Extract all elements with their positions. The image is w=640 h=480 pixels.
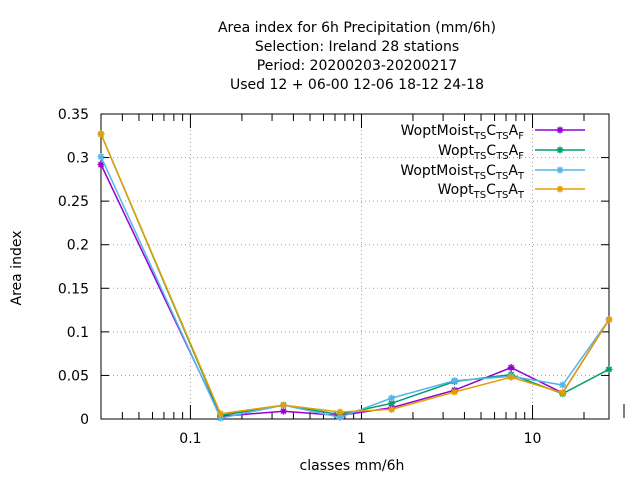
y-tick-label: 0.25 xyxy=(58,194,89,210)
data-point xyxy=(388,405,396,413)
legend: WoptMoistTSCTSAFWoptTSCTSAFWoptMoistTSCT… xyxy=(400,123,585,201)
data-point xyxy=(97,161,105,169)
series-2 xyxy=(97,130,613,420)
x-tick-label: 1 xyxy=(357,431,366,447)
y-tick-label: 0.15 xyxy=(58,281,89,297)
legend-entry: WoptMoistTSCTSAF xyxy=(401,123,585,142)
legend-marker xyxy=(556,185,564,193)
data-point xyxy=(605,316,613,324)
x-axis-label: classes mm/6h xyxy=(300,458,405,474)
title-line-3: Period: 20200203-20200217 xyxy=(257,58,457,74)
data-point xyxy=(451,388,459,396)
series-3 xyxy=(97,153,613,422)
legend-marker xyxy=(556,146,564,154)
x-tick-label: 0.1 xyxy=(179,431,201,447)
data-point xyxy=(559,389,567,397)
y-tick-label: 0.05 xyxy=(58,368,89,384)
y-tick-label: 0.35 xyxy=(58,107,89,123)
legend-label: WoptTSCTSAT xyxy=(438,182,525,201)
data-point xyxy=(507,373,515,381)
legend-marker xyxy=(556,126,564,134)
series-line xyxy=(100,133,610,415)
data-point xyxy=(217,410,225,418)
legend-entry: WoptMoistTSCTSAT xyxy=(400,163,585,182)
y-tick-label: 0.1 xyxy=(67,325,89,341)
title-line-1: Area index for 6h Precipitation (mm/6h) xyxy=(218,20,496,36)
grid xyxy=(101,114,609,419)
legend-label: WoptTSCTSAF xyxy=(438,143,524,162)
data-point xyxy=(507,364,515,372)
y-tick-label: 0.2 xyxy=(67,238,89,254)
data-point xyxy=(279,401,287,409)
legend-label: WoptMoistTSCTSAT xyxy=(400,163,525,182)
title-line-4: Used 12 + 06-00 12-06 18-12 24-18 xyxy=(230,77,484,93)
legend-entry: WoptTSCTSAT xyxy=(438,182,585,201)
data-point xyxy=(451,377,459,385)
data-point xyxy=(605,365,613,373)
data-point xyxy=(97,130,105,138)
plot-frame xyxy=(100,113,610,420)
legend-marker xyxy=(556,166,564,174)
x-tick-label: 10 xyxy=(524,431,542,447)
series-lines xyxy=(97,130,613,422)
legend-label: WoptMoistTSCTSAF xyxy=(401,123,525,142)
y-axis-label: Area index xyxy=(9,231,25,306)
legend-entry: WoptTSCTSAF xyxy=(438,143,585,162)
data-point xyxy=(559,381,567,389)
x-axis-ticks: 0.1 1 10 xyxy=(121,114,625,447)
data-point xyxy=(279,407,287,415)
y-tick-label: 0.3 xyxy=(67,151,89,167)
y-axis-ticks: 0 0.05 0.1 0.15 0.2 0.25 0.3 0.35 xyxy=(58,107,609,428)
chart-title: Area index for 6h Precipitation (mm/6h) … xyxy=(218,20,496,93)
title-line-2: Selection: Ireland 28 stations xyxy=(255,39,459,55)
data-point xyxy=(336,408,344,416)
y-tick-label: 0 xyxy=(80,412,89,428)
data-point xyxy=(388,394,396,402)
data-point xyxy=(97,153,105,161)
series-4 xyxy=(97,130,613,418)
